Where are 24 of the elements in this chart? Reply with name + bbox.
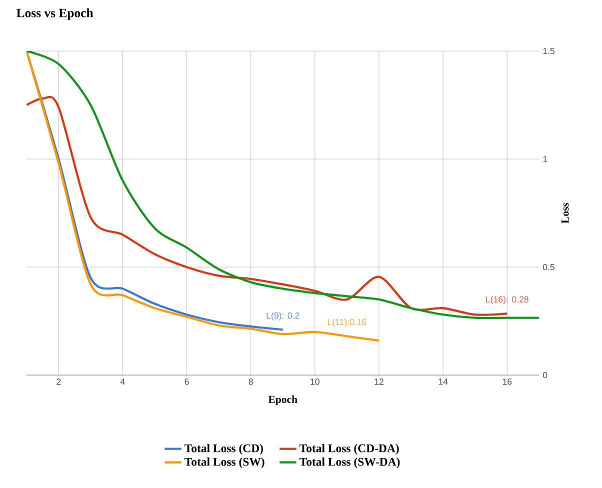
legend-label: Total Loss (CD-DA) [300, 444, 399, 455]
x-tick-label: 6 [184, 378, 189, 385]
chart-title: Loss vs Epoch [16, 8, 94, 20]
annotation: L(11):0.16 [328, 318, 366, 327]
y-tick-label: 1 [543, 156, 548, 162]
x-tick-label: 12 [374, 378, 384, 385]
annotation: L(16): 0.28 [486, 296, 528, 304]
x-tick-label: 16 [502, 378, 512, 385]
x-tick-label: 8 [248, 378, 253, 385]
y-axis-title: Loss [562, 202, 569, 224]
x-tick-label: 14 [438, 378, 448, 385]
legend-label: Total Loss (SW) [184, 458, 264, 468]
x-tick-label: 10 [310, 378, 320, 385]
x-tick-label: 2 [56, 378, 61, 385]
x-tick-label: 4 [120, 378, 125, 385]
x-axis-title: Epoch [268, 395, 298, 406]
y-tick-label: 0 [542, 372, 548, 378]
y-tick-label: 1.5 [543, 48, 554, 54]
annotation: L(9): 0.2 [266, 312, 300, 320]
line-series [26, 51, 540, 320]
legend-label: Total Loss (SW-DA) [300, 458, 400, 468]
y-tick-label: 0.5 [542, 264, 554, 270]
line-series [26, 51, 380, 342]
legend-label: Total Loss (CD) [184, 444, 263, 455]
